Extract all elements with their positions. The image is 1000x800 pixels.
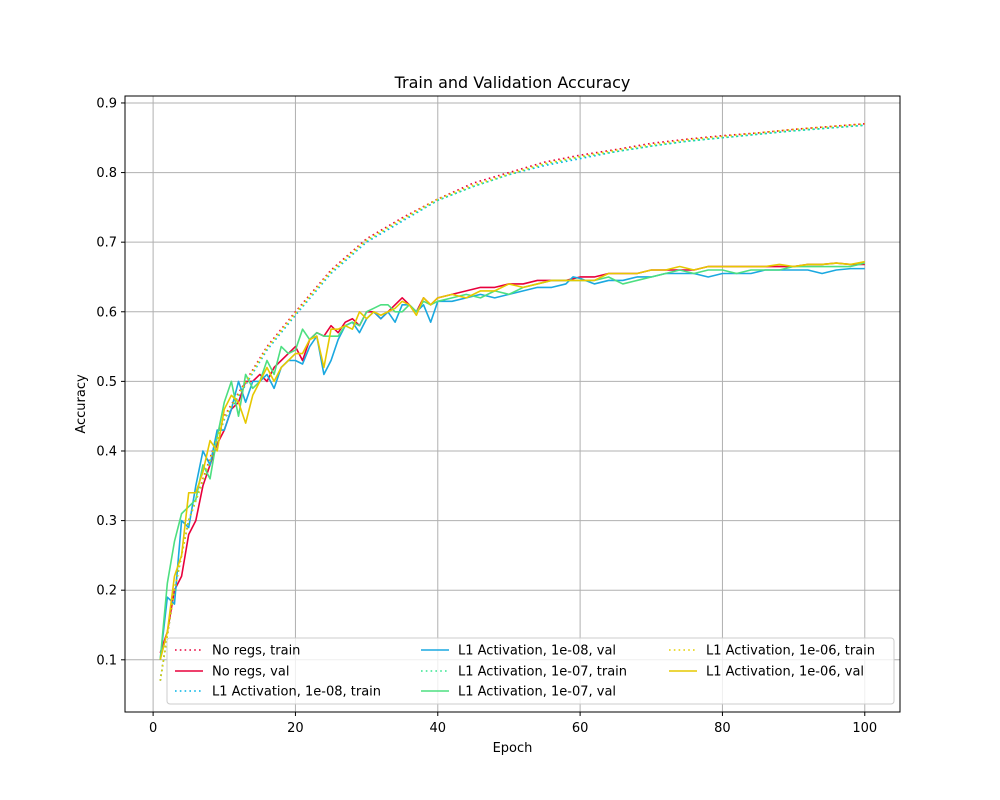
x-tick-label: 0: [149, 721, 157, 736]
legend-label: L1 Activation, 1e-07, val: [458, 685, 616, 700]
legend-label: L1 Activation, 1e-07, train: [458, 665, 627, 680]
y-tick-label: 0.4: [96, 444, 117, 459]
y-tick-label: 0.5: [96, 375, 117, 390]
x-axis-label: Epoch: [493, 741, 533, 756]
series-lines: [159, 123, 865, 681]
grid: [125, 96, 900, 712]
series-line-l1-activation-1e-06-val: [159, 260, 865, 660]
x-tick-label: 40: [430, 721, 447, 736]
y-tick-label: 0.9: [96, 96, 117, 111]
legend-label: L1 Activation, 1e-06, val: [706, 665, 864, 680]
legend-label: No regs, train: [212, 644, 300, 659]
y-tick-label: 0.3: [96, 514, 117, 529]
x-tick-label: 20: [287, 721, 304, 736]
y-tick-label: 0.7: [96, 236, 117, 251]
legend-label: L1 Activation, 1e-08, val: [458, 644, 616, 659]
legend-label: L1 Activation, 1e-08, train: [212, 685, 381, 700]
y-tick-label: 0.2: [96, 584, 117, 599]
series-line-l1-activation-1e-07-train: [159, 124, 865, 681]
plot-area-frame: [124, 95, 901, 713]
x-tick-label: 60: [572, 721, 589, 736]
x-tick-label: 100: [852, 721, 877, 736]
y-axis-label: Accuracy: [74, 374, 89, 434]
y-tick-label: 0.6: [96, 305, 117, 320]
legend-label: L1 Activation, 1e-06, train: [706, 644, 875, 659]
series-line-l1-activation-1e-07-val: [159, 262, 865, 660]
legend-box: [166, 637, 895, 705]
axis-ticks: 0 20 40 60 80 100 0.1 0.2 0.3 0.4 0.5 0.6 0.7 0.8 0.9: [96, 96, 877, 736]
legend-label: No regs, val: [212, 665, 289, 680]
legend: No regs, train No regs, val L1 Activation,…: [166, 637, 895, 705]
y-tick-label: 0.8: [96, 166, 117, 181]
y-tick-label: 0.1: [96, 653, 117, 668]
x-tick-label: 80: [714, 721, 731, 736]
chart-title: Train and Validation Accuracy: [394, 73, 631, 92]
